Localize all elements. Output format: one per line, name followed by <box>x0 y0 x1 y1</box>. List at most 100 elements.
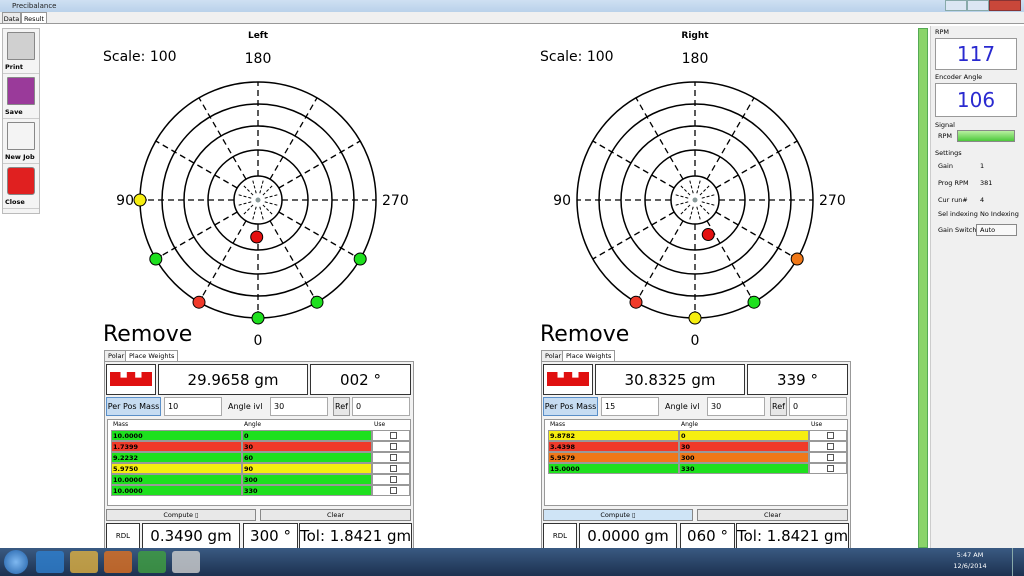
angle-cell: 300 <box>679 452 809 463</box>
close-window-button[interactable] <box>989 0 1021 11</box>
polar-spoke <box>635 220 684 303</box>
toolbar-button[interactable] <box>3 30 39 74</box>
toolbar-button[interactable] <box>3 120 39 164</box>
angle-ivl-input[interactable]: 30 <box>707 397 765 416</box>
per-pos-button[interactable]: Per Pos Mass <box>106 397 161 416</box>
ref-button[interactable]: Ref <box>333 397 350 416</box>
use-checkbox[interactable] <box>390 432 397 439</box>
toolbar-icon <box>7 167 35 195</box>
taskbar-app[interactable] <box>138 551 166 573</box>
ref-button[interactable]: Ref <box>770 397 787 416</box>
gain-switch-dropdown[interactable]: Auto <box>976 224 1017 236</box>
clear-button[interactable]: Clear <box>697 509 848 521</box>
toolbar-icon <box>7 122 35 150</box>
weight-angle: 002 ° <box>310 364 411 395</box>
axis-label: 180 <box>245 51 272 67</box>
clear-button[interactable]: Clear <box>260 509 411 521</box>
inner-spoke <box>701 194 716 199</box>
use-checkbox[interactable] <box>390 487 397 494</box>
show-desktop[interactable] <box>1012 548 1024 576</box>
use-cell <box>372 463 410 474</box>
mass-cell: 9.8782 <box>548 430 679 441</box>
polar-spoke <box>715 211 798 260</box>
inner-spoke <box>679 184 691 196</box>
signal-bar <box>957 130 1015 142</box>
rpm-value: 117 <box>935 38 1017 70</box>
compute-button[interactable]: Compute ▯ <box>106 509 256 521</box>
taskbar-app[interactable] <box>70 551 98 573</box>
mass-cell: 3.4398 <box>548 441 679 452</box>
weight-dot <box>688 311 702 325</box>
taskbar-app[interactable] <box>36 551 64 573</box>
compute-button[interactable]: Compute ▯ <box>543 509 693 521</box>
maximize-button[interactable] <box>967 0 989 11</box>
taskbar-app[interactable] <box>104 551 132 573</box>
mass-cell: 10.0000 <box>111 430 242 441</box>
per-pos-input[interactable]: 15 <box>601 397 659 416</box>
weight-dot <box>310 295 324 309</box>
weights-table: Mass Angle Use 9.8782 0 3.4398 30 5.9579 300 15.0… <box>544 419 848 506</box>
per-pos-button[interactable]: Per Pos Mass <box>543 397 598 416</box>
action-label: Remove <box>540 322 630 347</box>
column-header: Use <box>374 421 386 428</box>
column-header: Mass <box>550 421 566 428</box>
use-checkbox[interactable] <box>827 443 834 450</box>
angle-ivl-input[interactable]: 30 <box>270 397 328 416</box>
use-checkbox[interactable] <box>390 454 397 461</box>
inner-spoke <box>689 206 694 221</box>
use-checkbox[interactable] <box>827 454 834 461</box>
polar-spoke <box>706 97 755 180</box>
use-checkbox[interactable] <box>390 476 397 483</box>
toolbar-label: Close <box>5 198 25 206</box>
weight-dot <box>192 295 206 309</box>
inner-spoke <box>679 204 691 216</box>
inner-spoke <box>259 206 264 221</box>
toolbar-button[interactable] <box>3 165 39 209</box>
angle-cell: 0 <box>679 430 809 441</box>
ref-input[interactable]: 0 <box>789 397 847 416</box>
inner-spoke <box>252 206 257 221</box>
clock-date: 12/6/2014 <box>953 562 987 570</box>
setting-value: 1 <box>980 162 985 170</box>
tab[interactable]: Result <box>21 12 47 24</box>
toolbar-label: Save <box>5 108 23 116</box>
minimize-button[interactable] <box>945 0 967 11</box>
weight-dot <box>747 295 761 309</box>
column-header: Mass <box>113 421 129 428</box>
setting-name: Prog RPM <box>938 179 969 187</box>
taskbar-app[interactable] <box>172 551 200 573</box>
panel-title: Left <box>247 31 269 41</box>
angle-ivl-label: Angle ivl <box>228 402 263 411</box>
setting-name: Gain <box>938 162 953 170</box>
footer-field: 0.0000 gm <box>579 523 677 549</box>
angle-cell: 300 <box>242 474 372 485</box>
toolbar-label: New Job <box>5 153 35 161</box>
toolbar-button[interactable] <box>3 75 39 119</box>
panel-title: Right <box>681 31 709 41</box>
use-cell <box>372 452 410 463</box>
footer-field: Tol: 1.8421 gm <box>736 523 849 549</box>
per-pos-input[interactable]: 10 <box>164 397 222 416</box>
toolbar-icon <box>7 77 35 105</box>
start-button[interactable] <box>4 550 28 574</box>
scale-label: Scale: 100 <box>103 49 177 65</box>
ref-input[interactable]: 0 <box>352 397 410 416</box>
angle-cell: 30 <box>679 441 809 452</box>
weight-dot <box>149 252 163 266</box>
mass-cell: 10.0000 <box>111 474 242 485</box>
setting-name: Sel indexing <box>938 210 978 218</box>
polar-spoke <box>278 211 361 260</box>
use-checkbox[interactable] <box>390 465 397 472</box>
footer-field: RDL <box>543 523 577 549</box>
axis-label: 90 <box>116 193 134 209</box>
use-checkbox[interactable] <box>827 465 834 472</box>
footer-field: 300 ° <box>243 523 298 549</box>
use-checkbox[interactable] <box>827 432 834 439</box>
angle-cell: 60 <box>242 452 372 463</box>
angle-cell: 30 <box>242 441 372 452</box>
tab[interactable]: Data <box>2 12 21 24</box>
use-checkbox[interactable] <box>390 443 397 450</box>
tab-strip <box>0 12 1024 24</box>
footer-field: 0.3490 gm <box>142 523 240 549</box>
